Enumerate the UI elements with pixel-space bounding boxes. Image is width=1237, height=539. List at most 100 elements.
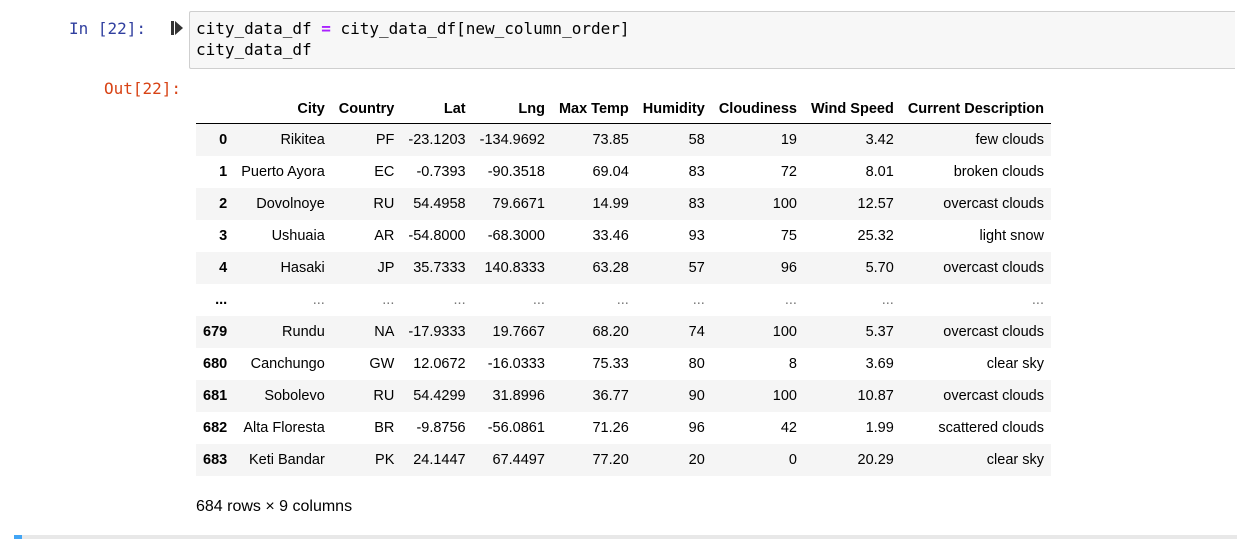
table-cell: 93 (688, 228, 705, 244)
ellipsis-row: .............................. (196, 284, 1051, 316)
table-cell: -68.3000 (487, 228, 545, 244)
table-cell: Sobolevo (264, 388, 325, 404)
table-cell: ... (1031, 292, 1044, 308)
table-row: 3 Ushuaia AR -54.8000 -68.3000 33.46 93 75 25.32… (196, 220, 1051, 252)
table-cell: 67.4497 (492, 452, 545, 468)
column-header: Current Description (900, 95, 1051, 124)
table-cell: 75 (780, 228, 797, 244)
table-cell: PF (375, 132, 395, 148)
table-body: 0 Rikitea PF -23.1203 -134.9692 73.85 58 19 3.42… (196, 123, 1051, 476)
table-row: 2 Dovolnoye RU 54.4958 79.6671 14.99 83 100 12.5… (196, 188, 1051, 220)
table-cell: 19.7667 (492, 324, 545, 340)
row-index: ... (215, 292, 228, 308)
table-cell: 0 (788, 452, 797, 468)
table-cell: PK (375, 452, 395, 468)
table-row: 680 Canchungo GW 12.0672 -16.0333 75.33 80 8 3.6… (196, 348, 1051, 380)
table-cell: 25.32 (857, 228, 894, 244)
table-cell: 8 (788, 356, 797, 372)
table-row: 1 Puerto Ayora EC -0.7393 -90.3518 69.04 83 72 8… (196, 156, 1051, 188)
table-cell: 12.57 (857, 196, 894, 212)
table-cell: -0.7393 (416, 164, 466, 180)
table-row: 4 Hasaki JP 35.7333 140.8333 63.28 57 96 5.70 ove… (196, 252, 1051, 284)
horizontal-scrollbar-thumb[interactable] (14, 535, 22, 539)
table-cell: overcast clouds (943, 324, 1044, 340)
table-cell: Dovolnoye (256, 196, 325, 212)
table-cell: 20 (688, 452, 705, 468)
table-cell: -9.8756 (416, 420, 466, 436)
code-token: city_data_df[new_column_order] (330, 19, 630, 38)
table-cell: GW (369, 356, 395, 372)
table-cell: 54.4299 (413, 388, 466, 404)
table-cell: 57 (688, 260, 705, 276)
column-header: Lng (472, 95, 552, 124)
column-header: Max Temp (551, 95, 636, 124)
table-cell: ... (692, 292, 705, 308)
header-row: City Country Lat Lng Max Temp Humidity Cloudin… (196, 95, 1051, 124)
table-cell: 3.69 (865, 356, 894, 372)
dataframe-table: City Country Lat Lng Max Temp Humidity Cloudin… (196, 95, 1051, 476)
table-cell: 96 (780, 260, 797, 276)
column-header: City (234, 95, 332, 124)
table-cell: 8.01 (865, 164, 894, 180)
table-cell: 5.37 (865, 324, 894, 340)
table-row: 683 Keti Bandar PK 24.1447 67.4497 77.20 20 0 20… (196, 444, 1051, 476)
code-line[interactable]: city_data_df = city_data_df[new_column_o… (196, 18, 630, 39)
index-header (196, 95, 235, 124)
table-cell: 72 (780, 164, 797, 180)
code-token: city_data_df (196, 40, 312, 59)
column-header: Wind Speed (803, 95, 901, 124)
table-cell: 140.8333 (484, 260, 545, 276)
step-run-icon[interactable] (171, 20, 183, 36)
table-cell: -134.9692 (479, 132, 545, 148)
table-cell: 83 (688, 196, 705, 212)
table-row: 0 Rikitea PF -23.1203 -134.9692 73.85 58 19 3.42… (196, 123, 1051, 156)
table-cell: -23.1203 (408, 132, 466, 148)
table-cell: ... (881, 292, 894, 308)
horizontal-scrollbar[interactable] (14, 535, 1237, 539)
code-token: city_data_df (196, 19, 322, 38)
table-cell: 54.4958 (413, 196, 466, 212)
table-cell: 79.6671 (492, 196, 545, 212)
input-prompt: In [22]: (69, 19, 147, 38)
column-header: Lat (401, 95, 473, 124)
table-cell: 58 (688, 132, 705, 148)
table-cell: Keti Bandar (249, 452, 325, 468)
table-cell: 1.99 (865, 420, 894, 436)
code-input-area[interactable]: city_data_df = city_data_df[new_column_o… (189, 11, 1235, 69)
table-cell: -56.0861 (487, 420, 545, 436)
column-header: Cloudiness (711, 95, 804, 124)
table-cell: Hasaki (280, 260, 325, 276)
table-cell: 90 (688, 388, 705, 404)
row-index: 679 (203, 324, 228, 340)
table-cell: ... (312, 292, 325, 308)
table-row: 681 Sobolevo RU 54.4299 31.8996 36.77 90 100 10.… (196, 380, 1051, 412)
table-cell: EC (374, 164, 395, 180)
table-row: 679 Rundu NA -17.9333 19.7667 68.20 74 100 5.37 o… (196, 316, 1051, 348)
table-cell: Ushuaia (271, 228, 325, 244)
table-cell: clear sky (986, 356, 1044, 372)
table-cell: clear sky (986, 452, 1044, 468)
output-prompt: Out[22]: (104, 79, 182, 98)
table-cell: RU (373, 196, 395, 212)
table-cell: 35.7333 (413, 260, 466, 276)
table-cell: 75.33 (592, 356, 629, 372)
table-cell: Puerto Ayora (241, 164, 325, 180)
table-cell: BR (374, 420, 395, 436)
table-cell: ... (453, 292, 466, 308)
table-cell: 100 (772, 324, 797, 340)
table-cell: ... (382, 292, 395, 308)
table-cell: Alta Floresta (243, 420, 325, 436)
table-cell: 19 (780, 132, 797, 148)
dataframe-shape-info: 684 rows × 9 columns (196, 498, 353, 515)
table-cell: 96 (688, 420, 705, 436)
table-cell: 24.1447 (413, 452, 466, 468)
table-cell: 68.20 (592, 324, 629, 340)
table-cell: -54.8000 (408, 228, 466, 244)
table-cell: 3.42 (865, 132, 894, 148)
table-cell: -90.3518 (487, 164, 545, 180)
table-cell: 20.29 (857, 452, 894, 468)
code-line[interactable]: city_data_df (196, 39, 630, 60)
table-cell: 33.46 (592, 228, 629, 244)
code-editor[interactable]: city_data_df = city_data_df[new_column_o… (196, 18, 630, 60)
table-cell: 80 (688, 356, 705, 372)
